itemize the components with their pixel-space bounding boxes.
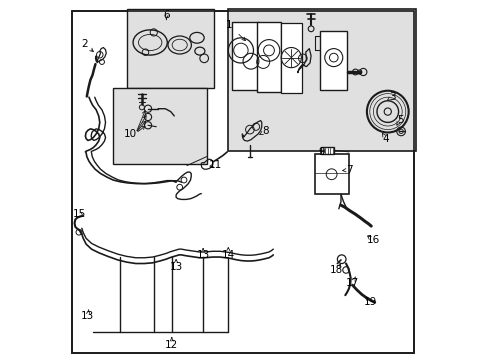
- Text: 4: 4: [382, 134, 388, 144]
- Text: 15: 15: [73, 209, 86, 219]
- Text: 7: 7: [346, 165, 352, 175]
- Text: 19: 19: [363, 297, 376, 307]
- Text: 5: 5: [396, 114, 403, 125]
- Text: 10: 10: [123, 129, 136, 139]
- Text: 16: 16: [366, 235, 379, 246]
- Bar: [314, 154, 348, 194]
- Text: 13: 13: [169, 262, 183, 272]
- Bar: [228, 9, 415, 151]
- Text: 18: 18: [329, 265, 342, 275]
- Text: 13: 13: [196, 250, 209, 260]
- Bar: [257, 22, 280, 92]
- Text: 3: 3: [388, 92, 395, 102]
- Text: 6: 6: [163, 10, 169, 20]
- Bar: [280, 23, 302, 93]
- Text: 9: 9: [318, 147, 325, 157]
- Text: 14: 14: [221, 250, 234, 260]
- Bar: [320, 31, 346, 90]
- Bar: [113, 88, 206, 164]
- Text: 13: 13: [81, 311, 94, 321]
- Bar: [231, 22, 258, 90]
- Text: 8: 8: [262, 126, 268, 136]
- Text: 2: 2: [81, 39, 87, 49]
- Bar: [320, 147, 334, 154]
- Text: 12: 12: [165, 340, 178, 350]
- Text: 1: 1: [225, 20, 232, 30]
- Text: 17: 17: [345, 278, 358, 288]
- Text: 11: 11: [209, 160, 222, 170]
- Bar: [127, 9, 213, 88]
